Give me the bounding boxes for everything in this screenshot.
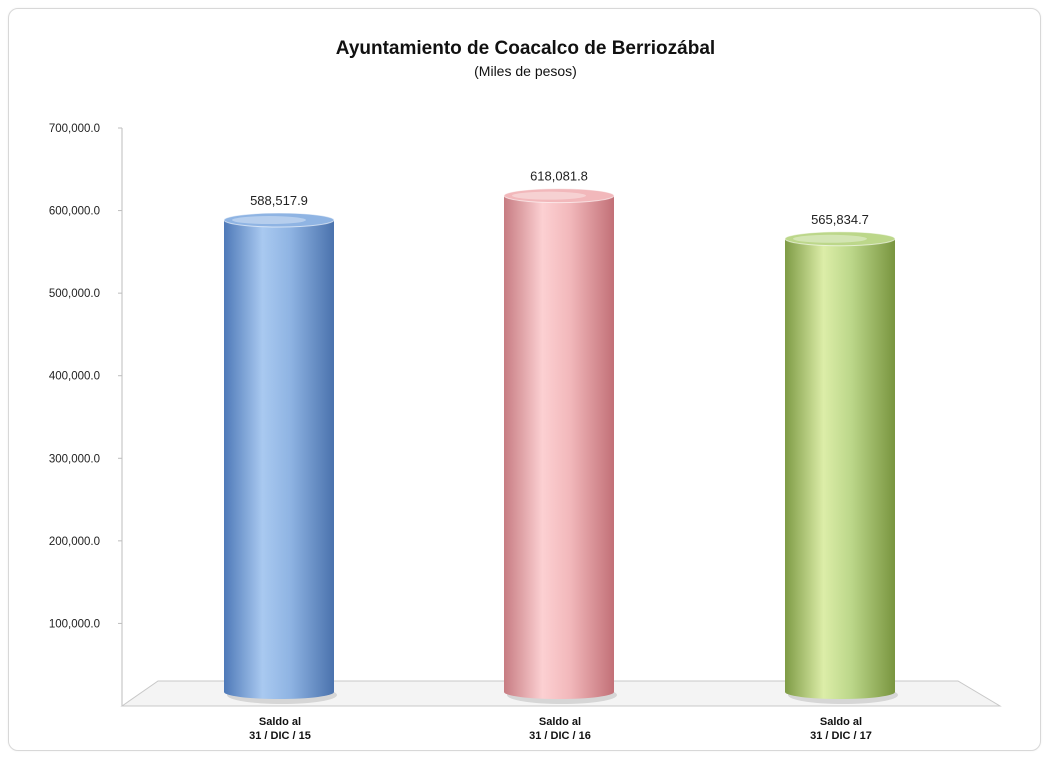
bar-body	[785, 238, 895, 699]
y-tick-label: 700,000.0	[49, 123, 100, 135]
y-tick-label: 600,000.0	[49, 206, 100, 218]
y-tick-label: 100,000.0	[49, 618, 100, 630]
category-label: Saldo al	[539, 716, 581, 728]
category-label: 31 / DIC / 15	[249, 730, 311, 742]
bar	[223, 212, 337, 704]
bar-body	[224, 220, 334, 699]
chart-subtitle: (Miles de pesos)	[474, 63, 577, 79]
bar-top-highlight	[232, 216, 306, 225]
bar-top-highlight	[793, 234, 867, 243]
bar	[784, 231, 898, 704]
y-tick-label: 400,000.0	[49, 371, 100, 383]
bar-top-highlight	[512, 191, 586, 200]
y-tick-label: 500,000.0	[49, 288, 100, 300]
y-tick-label: 200,000.0	[49, 536, 100, 548]
category-label: Saldo al	[820, 716, 862, 728]
bar	[503, 188, 617, 704]
chart-title: Ayuntamiento de Coacalco de Berriozábal	[335, 38, 716, 59]
bar-top	[223, 212, 335, 228]
category-label: 31 / DIC / 16	[529, 730, 591, 742]
value-label: 618,081.8	[530, 169, 588, 184]
bar-body	[504, 195, 614, 699]
category-label: Saldo al	[259, 716, 301, 728]
bar-top	[784, 231, 896, 247]
y-tick-label: 300,000.0	[49, 453, 100, 465]
category-label: 31 / DIC / 17	[810, 730, 872, 742]
value-label: 565,834.7	[811, 212, 869, 227]
bar-top	[503, 188, 615, 204]
value-label: 588,517.9	[250, 193, 308, 208]
